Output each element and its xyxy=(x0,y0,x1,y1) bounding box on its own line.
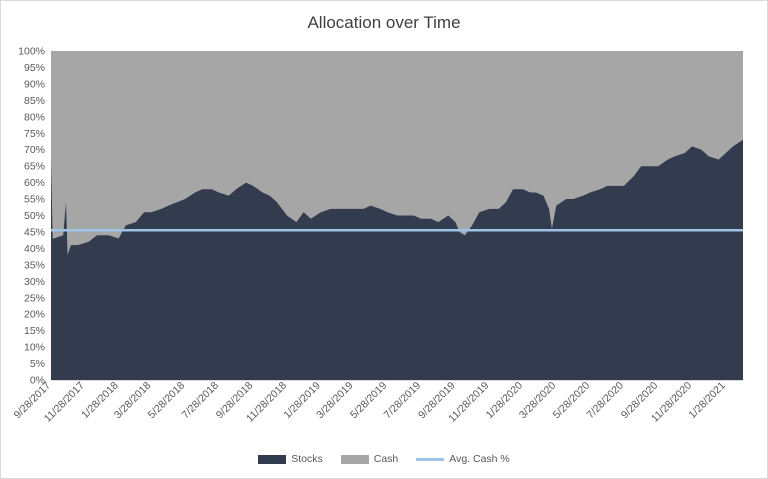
y-tick-label: 75% xyxy=(24,128,45,140)
legend-swatch-stocks xyxy=(258,454,287,464)
chart-title: Allocation over Time xyxy=(307,13,461,32)
y-tick-label: 20% xyxy=(24,309,45,321)
y-tick-label: 30% xyxy=(24,276,45,288)
legend-label-cash: Cash xyxy=(373,453,399,465)
y-tick-label: 40% xyxy=(24,243,45,255)
y-tick-label: 65% xyxy=(24,161,45,173)
y-tick-label: 70% xyxy=(24,144,45,156)
y-tick-label: 0% xyxy=(30,375,45,387)
stocks-area xyxy=(51,139,743,380)
y-tick-label: 55% xyxy=(24,194,45,206)
x-tick-label: 1/28/2021 xyxy=(686,380,728,422)
y-tick-label: 90% xyxy=(24,78,45,90)
y-tick-label: 95% xyxy=(24,62,45,74)
legend-swatch-avg-cash xyxy=(416,457,445,461)
legend-item-cash: Cash xyxy=(340,453,399,465)
y-tick-label: 35% xyxy=(24,259,45,271)
y-tick-label: 100% xyxy=(18,46,45,58)
legend-item-avg-cash: Avg. Cash % xyxy=(416,453,510,465)
y-tick-label: 45% xyxy=(24,226,45,238)
legend-label-stocks: Stocks xyxy=(291,453,323,465)
y-tick-label: 10% xyxy=(24,342,45,354)
legend-label-avg-cash: Avg. Cash % xyxy=(449,453,510,465)
legend-item-stocks: Stocks xyxy=(258,453,323,465)
y-tick-label: 60% xyxy=(24,177,45,189)
legend-swatch-cash xyxy=(340,454,369,464)
y-tick-label: 25% xyxy=(24,292,45,304)
y-tick-label: 85% xyxy=(24,95,45,107)
y-tick-label: 80% xyxy=(24,111,45,123)
chart-legend: Stocks Cash Avg. Cash % xyxy=(1,453,767,465)
y-tick-label: 5% xyxy=(30,358,45,370)
y-tick-label: 50% xyxy=(24,210,45,222)
y-tick-label: 15% xyxy=(24,325,45,337)
